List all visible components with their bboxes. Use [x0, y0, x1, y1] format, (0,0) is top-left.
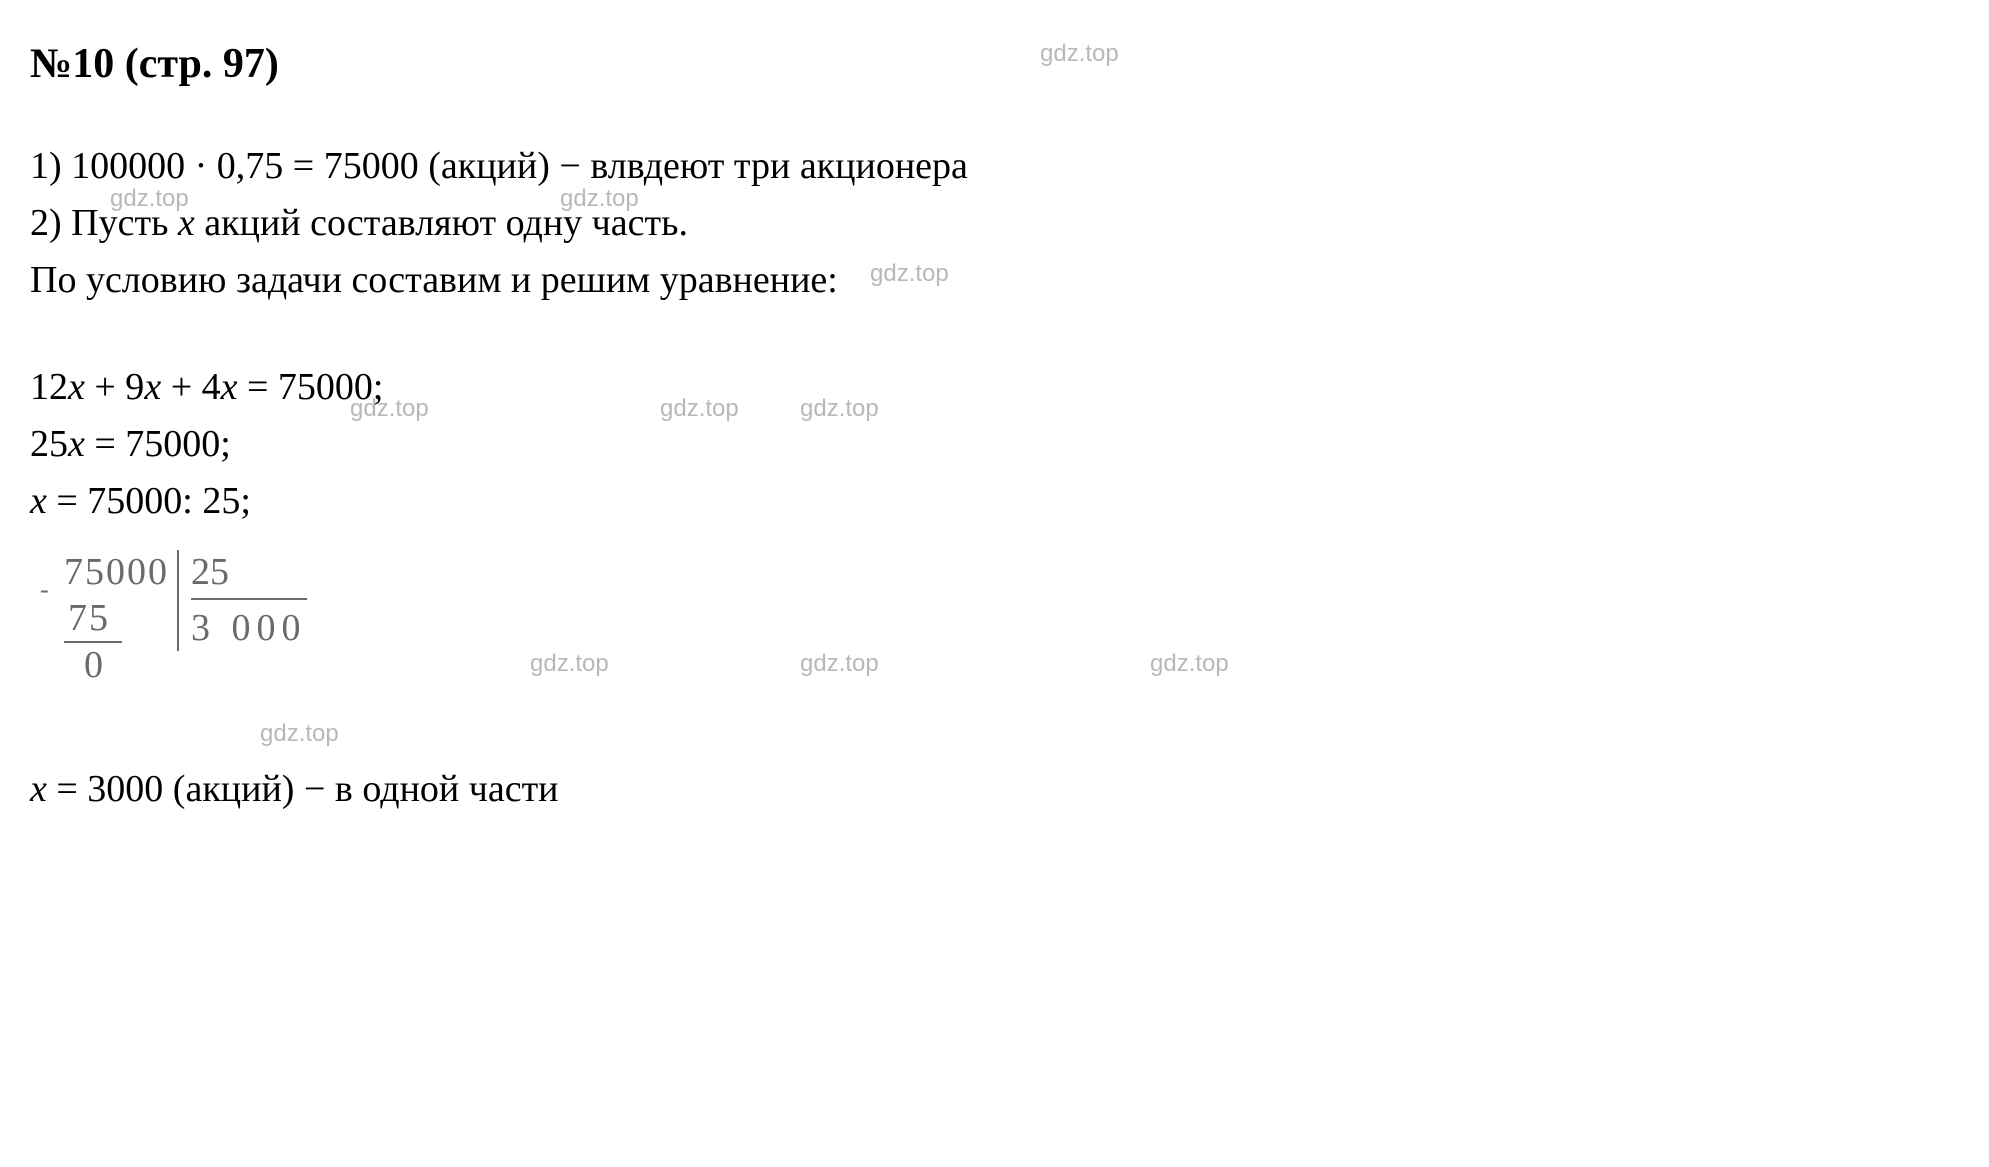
variable-x: x	[30, 480, 47, 522]
page-title: №10 (стр. 97)	[30, 40, 279, 88]
variable-x: x	[221, 366, 238, 408]
final-answer-line: x = 3000 (акций) − в одной части	[30, 767, 1959, 811]
equation-1: 12x + 9x + 4x = 75000;	[30, 359, 1959, 416]
step-1-line: 1) 100000 · 0,75 = 75000 (акций) − влвде…	[30, 138, 1959, 195]
eq-part: + 9	[85, 366, 144, 408]
minus-icon: -	[40, 574, 49, 605]
dividend-value: 75000	[60, 550, 173, 596]
eq-part: 25	[30, 423, 68, 465]
variable-x: x	[30, 768, 47, 810]
eq-part: = 75000;	[238, 366, 384, 408]
step-2-line: 2) Пусть x акций составляют одну часть.	[30, 195, 1959, 252]
dividend-column: 75000 75 0	[60, 550, 173, 689]
step-2-prefix: 2) Пусть	[30, 202, 178, 244]
solution-block-1: 1) 100000 · 0,75 = 75000 (акций) − влвде…	[30, 138, 1959, 309]
variable-x: x	[68, 423, 85, 465]
equation-2: 25x = 75000;	[30, 416, 1959, 473]
eq-part: = 75000;	[85, 423, 231, 465]
subtraction-value: 75	[64, 596, 122, 644]
variable-x: x	[178, 202, 195, 244]
eq-part: = 75000: 25;	[47, 480, 251, 522]
final-answer-text: = 3000 (акций) − в одной части	[47, 768, 559, 810]
variable-x: x	[144, 366, 161, 408]
remainder-value: 0	[60, 643, 173, 689]
long-division: - 75000 75 0 25 3 000	[60, 550, 307, 689]
step-3-line: По условию задачи составим и решим уравн…	[30, 252, 1959, 309]
variable-x: x	[68, 366, 85, 408]
equations-block: 12x + 9x + 4x = 75000; 25x = 75000; x = …	[30, 359, 1959, 530]
watermark: gdz.top	[800, 650, 879, 678]
watermark: gdz.top	[1150, 650, 1229, 678]
divisor-value: 25	[191, 550, 307, 600]
watermark: gdz.top	[260, 720, 339, 748]
divisor-column: 25 3 000	[177, 550, 307, 651]
eq-part: + 4	[161, 366, 220, 408]
watermark: gdz.top	[530, 650, 609, 678]
equation-3: x = 75000: 25;	[30, 473, 1959, 530]
quotient-value: 3 000	[191, 600, 307, 652]
step-2-suffix: акций составляют одну часть.	[195, 202, 688, 244]
eq-part: 12	[30, 366, 68, 408]
